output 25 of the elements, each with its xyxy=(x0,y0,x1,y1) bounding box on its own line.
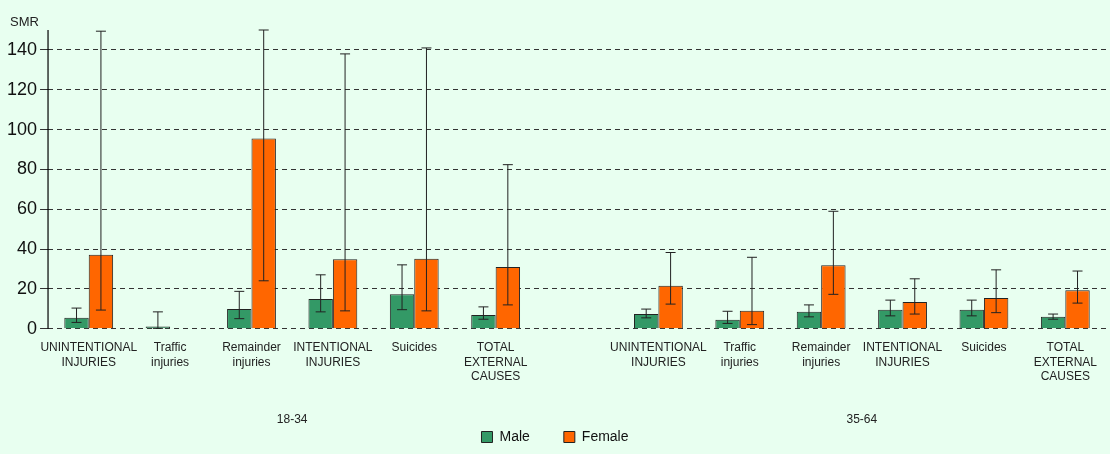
y-tick-label: 120 xyxy=(6,78,38,99)
x-tick-label: Remainder injuries xyxy=(222,340,281,369)
y-tick-label: 20 xyxy=(17,277,38,298)
y-tick-label: 0 xyxy=(27,317,38,338)
x-tick-label: INTENTIONAL INJURIES xyxy=(293,340,373,369)
x-tick-label: Traffic injuries xyxy=(720,340,759,369)
text: 18-34 xyxy=(276,412,308,427)
legend-label: Male xyxy=(499,427,531,444)
legend-label: Female xyxy=(581,427,629,444)
x-tick-label: UNINTENTIONAL INJURIES xyxy=(40,340,138,369)
text: 35-64 xyxy=(846,412,878,427)
x-tick-label: UNINTENTIONAL INJURIES xyxy=(610,340,708,369)
y-axis-title: SMR xyxy=(10,13,39,29)
x-tick-label: Suicides xyxy=(391,340,437,355)
x-tick-label: Suicides xyxy=(961,340,1007,355)
y-tick-label: 100 xyxy=(6,118,38,139)
x-tick-label: TOTAL EXTERNAL CAUSES xyxy=(1033,340,1098,384)
x-tick-label: TOTAL EXTERNAL CAUSES xyxy=(463,340,528,384)
y-tick-label: 40 xyxy=(17,238,38,259)
x-tick-label: INTENTIONAL INJURIES xyxy=(862,340,943,369)
x-tick-label: Remainder injuries xyxy=(791,340,851,369)
y-tick-label: 140 xyxy=(6,38,38,59)
y-tick-label: 80 xyxy=(17,158,38,179)
x-tick-label: Traffic injuries xyxy=(151,340,190,369)
y-tick-label: 60 xyxy=(17,198,38,219)
